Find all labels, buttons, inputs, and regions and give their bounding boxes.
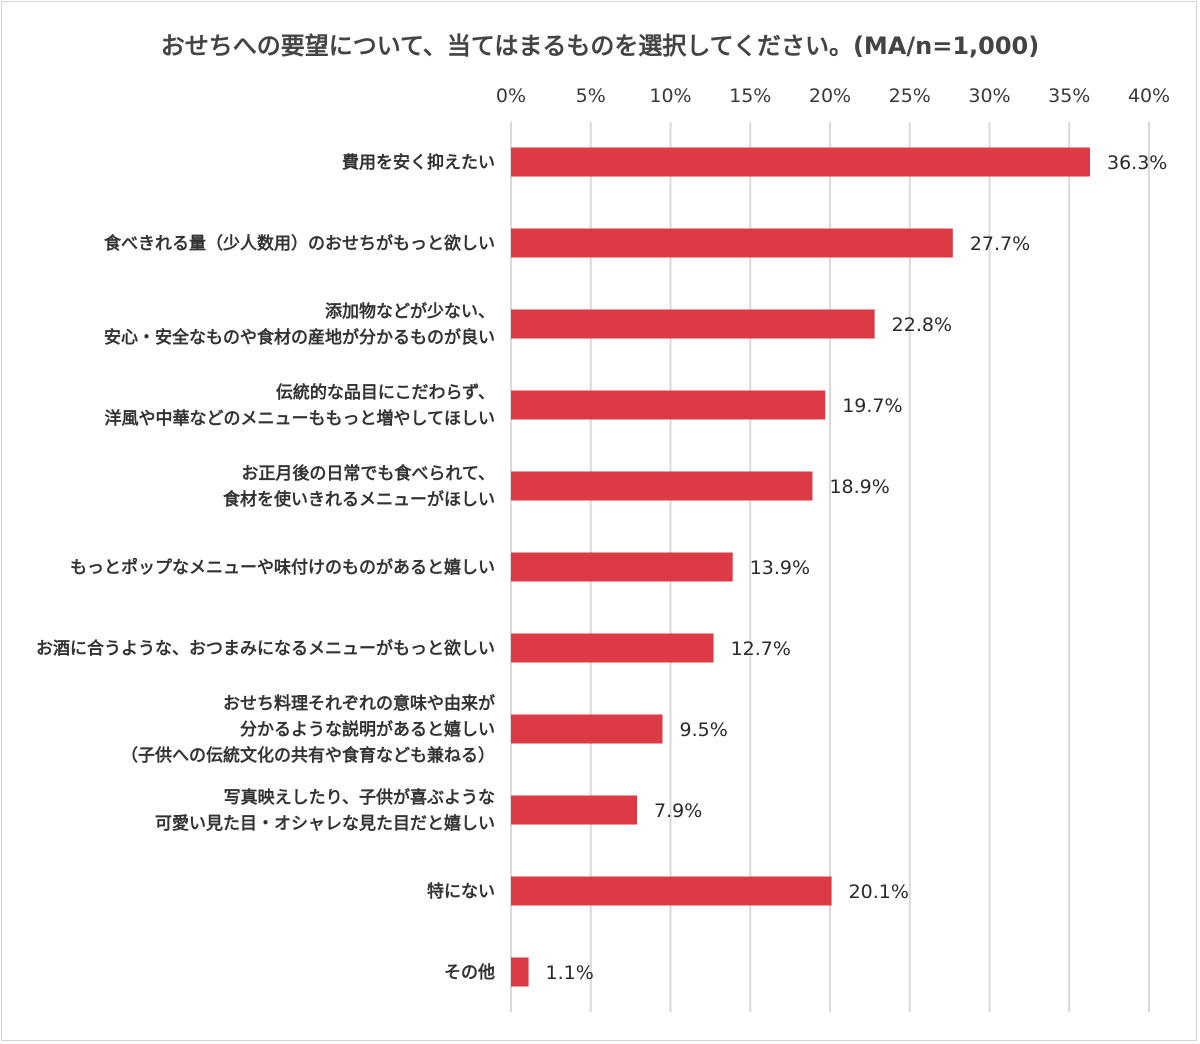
data-label: 13.9% bbox=[750, 557, 810, 579]
bar bbox=[511, 309, 875, 339]
category-label: おせち料理それぞれの意味や由来が bbox=[223, 693, 495, 714]
bar bbox=[511, 957, 529, 987]
bar bbox=[511, 228, 953, 258]
category-label: お酒に合うような、おつまみになるメニューがもっと欲しい bbox=[36, 638, 495, 659]
data-label: 7.9% bbox=[654, 800, 702, 822]
bar bbox=[511, 633, 714, 663]
bar bbox=[511, 795, 638, 825]
category-label: 特にない bbox=[427, 881, 495, 902]
bars bbox=[511, 147, 1090, 987]
bar bbox=[511, 147, 1090, 177]
data-label: 36.3% bbox=[1107, 152, 1167, 174]
bar bbox=[511, 390, 826, 420]
category-label: 伝統的な品目にこだわらず、 bbox=[276, 382, 495, 403]
category-label: その他 bbox=[444, 962, 495, 983]
data-label: 22.8% bbox=[892, 314, 952, 336]
category-label: 写真映えしたり、子供が喜ぶような bbox=[224, 787, 495, 808]
x-tick-label: 5% bbox=[576, 85, 606, 107]
data-label: 18.9% bbox=[829, 476, 889, 498]
category-label: （子供への伝統文化の共有や食育なども兼ねる） bbox=[121, 745, 495, 766]
grid-lines bbox=[510, 122, 1150, 1012]
category-label: お正月後の日常でも食べられて、 bbox=[241, 463, 495, 484]
chart-title: おせちへの要望について、当てはまるものを選択してください。(MA/n=1,000… bbox=[161, 32, 1039, 60]
category-label: 可愛い見た目・オシャレな見た目だと嬉しい bbox=[155, 813, 495, 834]
bar bbox=[511, 471, 813, 501]
x-tick-label: 40% bbox=[1128, 85, 1170, 107]
bar bbox=[511, 552, 733, 582]
category-label: 洋風や中華などのメニューももっと増やしてほしい bbox=[105, 408, 496, 429]
x-tick-label: 30% bbox=[968, 85, 1010, 107]
x-tick-label: 10% bbox=[649, 85, 691, 107]
x-tick-label: 25% bbox=[889, 85, 931, 107]
x-tick-label: 20% bbox=[809, 85, 851, 107]
category-label: 食べきれる量（少人数用）のおせちがもっと欲しい bbox=[104, 233, 495, 254]
data-label: 20.1% bbox=[849, 881, 909, 903]
data-label: 9.5% bbox=[680, 719, 728, 741]
data-label: 1.1% bbox=[546, 962, 594, 984]
category-label: 費用を安く抑えたい bbox=[342, 152, 495, 173]
category-label: 安心・安全なものや食材の産地が分かるものが良い bbox=[104, 327, 495, 348]
value-labels: 36.3% 27.7% 22.8% 19.7% 18.9% 13.9% 12.7% 9.5% 7… bbox=[546, 152, 1168, 984]
data-label: 27.7% bbox=[970, 233, 1030, 255]
category-labels: 費用を安く抑えたい食べきれる量（少人数用）のおせちがもっと欲しい添加物などが少な… bbox=[36, 152, 495, 983]
x-tick-label: 35% bbox=[1048, 85, 1090, 107]
data-label: 12.7% bbox=[731, 638, 791, 660]
bar bbox=[511, 876, 832, 906]
x-tick-label: 0% bbox=[496, 85, 526, 107]
x-tick-label: 15% bbox=[729, 85, 771, 107]
category-label: 添加物などが少ない、 bbox=[325, 301, 495, 322]
category-label: もっとポップなメニューや味付けのものがあると嬉しい bbox=[70, 557, 495, 578]
category-label: 分かるような説明があると嬉しい bbox=[240, 719, 495, 740]
category-label: 食材を使いきれるメニューがほしい bbox=[223, 489, 495, 510]
x-axis-ticks: 0% 5% 10% 15% 20% 25% 30% 35% 40% bbox=[496, 85, 1170, 107]
data-label: 19.7% bbox=[842, 395, 902, 417]
bar bbox=[511, 714, 663, 744]
